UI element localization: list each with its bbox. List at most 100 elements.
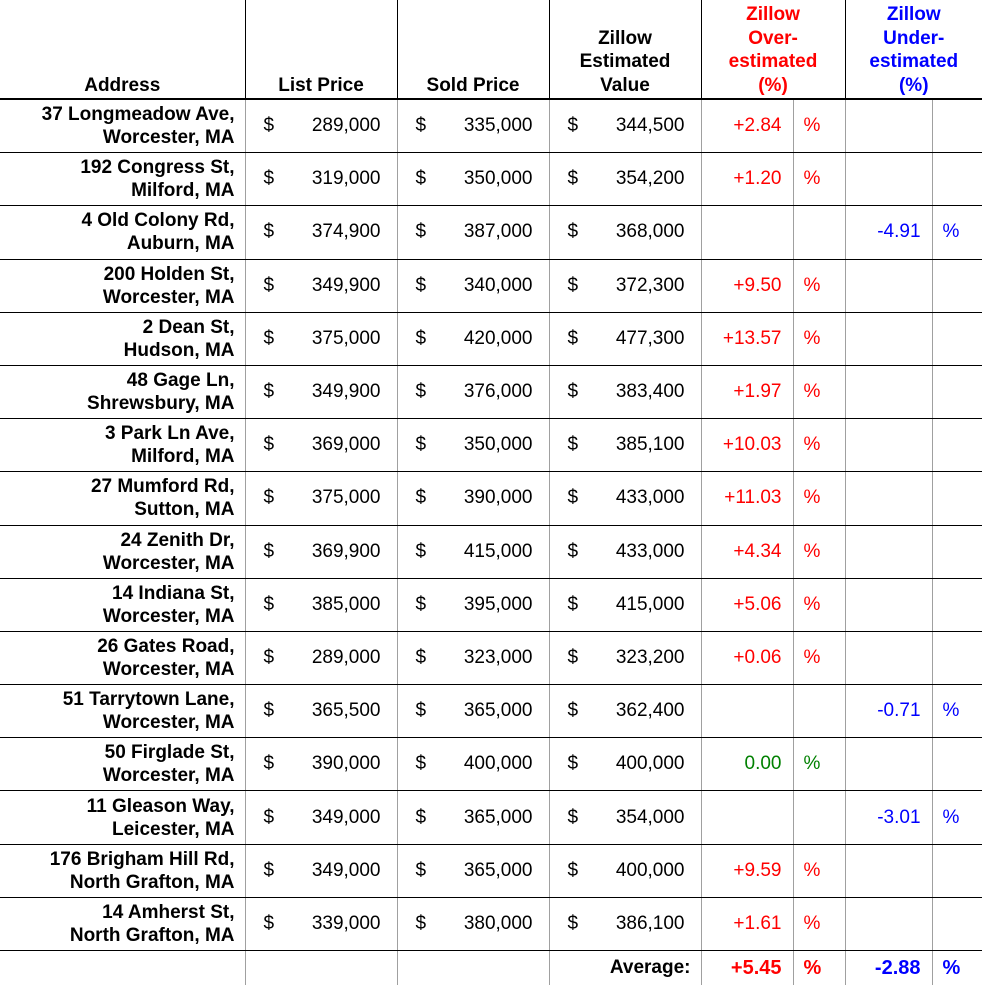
address-street: 51 Tarrytown Lane, bbox=[62, 689, 235, 711]
currency-symbol: $ bbox=[263, 221, 275, 243]
over-estimated-percent-sign: % bbox=[792, 418, 846, 473]
list-price: $289,000 bbox=[244, 631, 397, 686]
address-city: North Grafton, MA bbox=[69, 871, 235, 893]
header-line: Zillow bbox=[886, 4, 941, 25]
zillow-estimate-value: 400,000 bbox=[615, 753, 685, 775]
table-row: 11 Gleason Way, Leicester, MA $349,000 $365… bbox=[0, 790, 982, 845]
header-over-estimated: Zillow Over- estimated (%) bbox=[700, 0, 846, 100]
header-zillow-estimate: Zillow Estimated Value bbox=[548, 0, 701, 100]
sold-price-value: 365,000 bbox=[463, 859, 533, 881]
list-price-value: 289,000 bbox=[311, 115, 381, 137]
currency-symbol: $ bbox=[263, 327, 275, 349]
sold-price: $365,000 bbox=[396, 684, 549, 739]
list-price: $339,000 bbox=[244, 897, 397, 952]
address-city: Worcester, MA bbox=[102, 765, 235, 787]
currency-symbol: $ bbox=[415, 221, 427, 243]
address-street: 11 Gleason Way, bbox=[86, 795, 235, 817]
sold-price: $323,000 bbox=[396, 631, 549, 686]
zillow-estimate: $368,000 bbox=[548, 205, 701, 260]
address-city: Worcester, MA bbox=[102, 127, 235, 149]
zillow-estimate-value: 433,000 bbox=[615, 487, 685, 509]
sold-price-value: 420,000 bbox=[463, 327, 533, 349]
sold-price-value: 390,000 bbox=[463, 487, 533, 509]
address-cell: 26 Gates Road, Worcester, MA bbox=[0, 631, 245, 686]
sold-price: $365,000 bbox=[396, 790, 549, 845]
table-row: 50 Firglade St, Worcester, MA $390,000 $400… bbox=[0, 737, 982, 792]
under-estimated-percent-sign bbox=[931, 418, 982, 473]
address-street: 4 Old Colony Rd, bbox=[81, 210, 235, 232]
zillow-estimate-value: 386,100 bbox=[615, 912, 685, 934]
address-cell: 24 Zenith Dr, Worcester, MA bbox=[0, 525, 245, 579]
average-label: Average: bbox=[548, 950, 701, 985]
currency-symbol: $ bbox=[567, 487, 579, 509]
under-estimated-value bbox=[844, 631, 933, 686]
zillow-estimate: $386,100 bbox=[548, 897, 701, 952]
under-estimated-value bbox=[844, 578, 933, 632]
currency-symbol: $ bbox=[415, 912, 427, 934]
address-street: 14 Indiana St, bbox=[112, 582, 235, 604]
sold-price: $390,000 bbox=[396, 471, 549, 526]
header-row: Address List Price Sold Price Zillow Est… bbox=[0, 0, 982, 100]
under-estimated-percent-sign bbox=[931, 259, 982, 313]
address-cell: 48 Gage Ln, Shrewsbury, MA bbox=[0, 365, 245, 420]
address-cell: 200 Holden St, Worcester, MA bbox=[0, 259, 245, 313]
list-price: $375,000 bbox=[244, 471, 397, 526]
over-estimated-value: +0.06 bbox=[700, 631, 793, 686]
over-estimated-value: +1.20 bbox=[700, 152, 793, 207]
header-line: Over- bbox=[748, 27, 798, 49]
zillow-estimate-value: 415,000 bbox=[615, 593, 685, 615]
currency-symbol: $ bbox=[415, 327, 427, 349]
over-estimated-value: +5.06 bbox=[700, 578, 793, 632]
zillow-estimate: $344,500 bbox=[548, 99, 701, 154]
table-row: 2 Dean St, Hudson, MA $375,000 $420,000 $477… bbox=[0, 312, 982, 366]
sold-price-value: 380,000 bbox=[463, 912, 533, 934]
list-price-value: 349,900 bbox=[311, 274, 381, 296]
currency-symbol: $ bbox=[263, 115, 275, 137]
over-estimated-percent-sign bbox=[792, 790, 846, 845]
address-street: 2 Dean St, bbox=[142, 316, 235, 338]
table-row: 14 Amherst St, North Grafton, MA $339,000 $… bbox=[0, 897, 982, 952]
zillow-estimate: $354,200 bbox=[548, 152, 701, 207]
under-estimated-percent-sign bbox=[931, 525, 982, 579]
under-estimated-value bbox=[844, 471, 933, 526]
sold-price: $400,000 bbox=[396, 737, 549, 792]
currency-symbol: $ bbox=[567, 327, 579, 349]
zillow-estimate: $354,000 bbox=[548, 790, 701, 845]
over-estimated-value: +1.61 bbox=[700, 897, 793, 952]
list-price: $374,900 bbox=[244, 205, 397, 260]
address-street: 48 Gage Ln, bbox=[126, 370, 235, 392]
zillow-estimate: $362,400 bbox=[548, 684, 701, 739]
zillow-estimate-value: 400,000 bbox=[615, 859, 685, 881]
address-cell: 4 Old Colony Rd, Auburn, MA bbox=[0, 205, 245, 260]
list-price-value: 390,000 bbox=[311, 753, 381, 775]
under-estimated-percent-sign: % bbox=[931, 205, 982, 260]
address-cell: 3 Park Ln Ave, Milford, MA bbox=[0, 418, 245, 473]
address-street: 50 Firglade St, bbox=[104, 742, 235, 764]
list-price: $349,000 bbox=[244, 790, 397, 845]
under-estimated-value bbox=[844, 737, 933, 792]
address-city: North Grafton, MA bbox=[69, 924, 235, 946]
address-city: Sutton, MA bbox=[134, 499, 235, 521]
sold-price: $350,000 bbox=[396, 152, 549, 207]
sold-price: $380,000 bbox=[396, 897, 549, 952]
header-sold-price: Sold Price bbox=[396, 0, 549, 100]
over-estimated-value: +11.03 bbox=[700, 471, 793, 526]
list-price-value: 339,000 bbox=[311, 912, 381, 934]
over-estimated-percent-sign bbox=[792, 205, 846, 260]
address-street: 14 Amherst St, bbox=[102, 901, 235, 923]
average-under-percent-sign: % bbox=[931, 950, 982, 985]
over-estimated-value bbox=[700, 790, 793, 845]
zillow-estimate: $477,300 bbox=[548, 312, 701, 366]
list-price: $385,000 bbox=[244, 578, 397, 632]
zillow-estimate: $372,300 bbox=[548, 259, 701, 313]
currency-symbol: $ bbox=[567, 381, 579, 403]
sold-price: $350,000 bbox=[396, 418, 549, 473]
sold-price-value: 335,000 bbox=[463, 115, 533, 137]
over-estimated-percent-sign: % bbox=[792, 99, 846, 154]
table-row: 192 Congress St, Milford, MA $319,000 $350,… bbox=[0, 152, 982, 207]
address-street: 176 Brigham Hill Rd, bbox=[49, 848, 235, 870]
list-price: $319,000 bbox=[244, 152, 397, 207]
zillow-estimate-value: 368,000 bbox=[615, 221, 685, 243]
header-under-estimated: Zillow Under- estimated (%) bbox=[844, 0, 982, 100]
list-price-value: 374,900 bbox=[311, 221, 381, 243]
